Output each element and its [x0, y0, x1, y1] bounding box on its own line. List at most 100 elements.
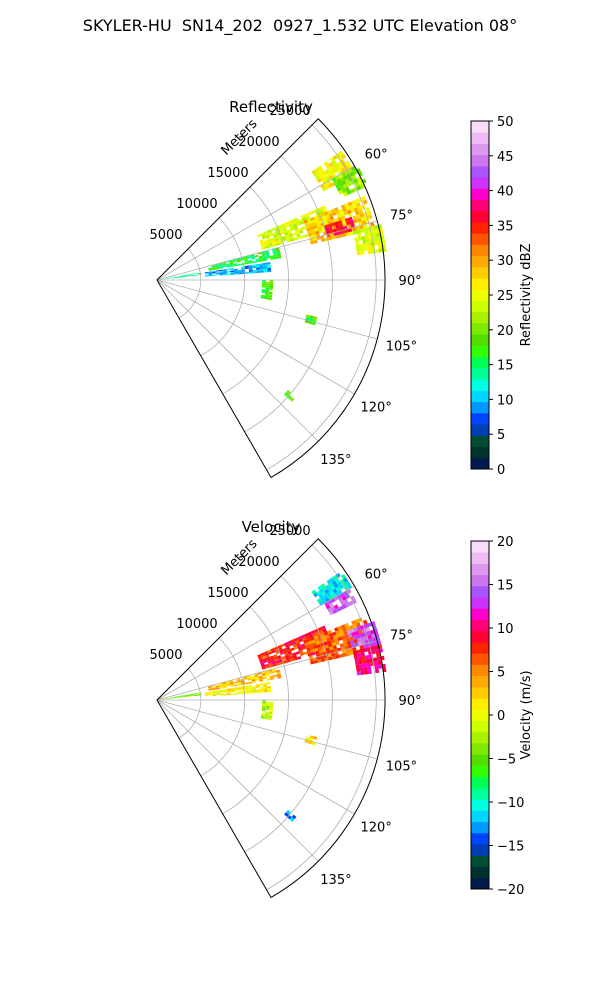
echo-cell [356, 214, 361, 219]
echo-cell [360, 670, 365, 675]
echo-cell [305, 314, 311, 319]
echo-cell [345, 221, 351, 226]
echo-cell [327, 209, 332, 215]
echo-cell [314, 227, 319, 232]
echo-cell [306, 647, 311, 652]
echo-cell [265, 701, 270, 704]
echo-cell [339, 176, 345, 182]
echo-cell [269, 707, 273, 711]
echo-cell [265, 711, 269, 714]
colorbar-segment [471, 743, 489, 755]
echo-cell [338, 150, 344, 157]
echo-cell [277, 255, 282, 259]
echo-cell [338, 653, 344, 658]
echo-cell [212, 267, 216, 270]
echo-cell [267, 717, 272, 721]
echo-cell [335, 607, 341, 613]
colorbar-tick-label: 5 [497, 428, 505, 443]
colorbar-tick-label: 15 [497, 579, 514, 594]
echo-cell [186, 274, 191, 276]
echo-cell [175, 696, 180, 698]
echo-cell [299, 652, 305, 657]
echo-cell [261, 234, 266, 238]
echo-cell [336, 178, 342, 184]
echo-cell [342, 232, 347, 238]
echo-cell [326, 637, 331, 642]
echo-cell [344, 634, 350, 639]
echo-cell [270, 677, 275, 680]
echo-cell [361, 220, 367, 225]
echo-cell [350, 595, 356, 601]
echo-cell [215, 270, 220, 272]
colorbar-tick-label: 25 [497, 289, 514, 304]
echo-cell [262, 283, 266, 286]
echo-cell [310, 629, 316, 635]
echo-cell [269, 285, 274, 289]
radial-tick-label: 15000 [207, 166, 248, 181]
echo-cell [219, 273, 224, 275]
echo-cell [365, 238, 371, 244]
echo-cell [335, 183, 340, 189]
echo-cell [215, 264, 220, 267]
colorbar-segment [471, 334, 489, 346]
colorbar-segment [471, 199, 489, 212]
echo-cell [255, 263, 260, 267]
colorbar-tick-label: −15 [497, 840, 524, 855]
echo-cell [344, 178, 350, 184]
echo-cell [343, 183, 349, 189]
echo-cell [349, 204, 354, 210]
echo-cell [315, 175, 321, 181]
echo-cell [212, 272, 216, 275]
echo-cell [230, 269, 235, 271]
echo-cell [237, 269, 242, 272]
echo-cell [362, 239, 367, 244]
echo-cell [208, 275, 213, 277]
echo-cell [323, 221, 329, 226]
echo-cell [277, 644, 282, 649]
echo-cell [361, 196, 367, 201]
echo-cell [356, 625, 362, 631]
echo-cell [284, 221, 289, 226]
range-ring [222, 606, 289, 815]
echo-cell [269, 701, 274, 705]
colorbar-segment [471, 608, 489, 620]
echo-cell [233, 688, 238, 691]
echo-cell [347, 633, 353, 638]
echo-cell [352, 169, 358, 175]
echo-cell [306, 218, 311, 223]
echo-cell [259, 259, 264, 262]
echo-cell [165, 698, 169, 700]
echo-cell [255, 258, 260, 261]
echo-cell [245, 690, 250, 693]
echo-cell [297, 236, 302, 240]
echo-cell [363, 666, 368, 671]
echo-cell [204, 272, 209, 275]
echo-cell [179, 696, 184, 698]
echo-cell [327, 223, 332, 228]
echo-cell [320, 238, 326, 243]
echo-cell [222, 264, 227, 266]
echo-cell [215, 691, 220, 693]
echo-cell [258, 255, 263, 259]
colorbar-segment [471, 435, 489, 447]
echo-cell [359, 183, 365, 189]
colorbar-label: Reflectivity dBZ [519, 244, 534, 347]
echo-cell [315, 640, 321, 646]
echo-cell [267, 270, 272, 273]
colorbar-segment [471, 653, 489, 665]
radial-tick-label: 25000 [269, 524, 310, 539]
echo-cell [261, 654, 266, 658]
echo-cell [363, 647, 368, 653]
echo-cell [186, 694, 191, 696]
echo-cell [327, 640, 332, 645]
echo-cell [370, 645, 376, 651]
echo-cell [316, 590, 322, 596]
echo-cell [305, 215, 310, 220]
echo-cell [341, 180, 347, 186]
echo-cell [267, 649, 272, 653]
echo-cell [331, 631, 337, 636]
echo-cell [283, 650, 288, 654]
echo-cell [279, 649, 284, 653]
echo-cell [264, 715, 269, 718]
echo-cell [349, 180, 355, 186]
